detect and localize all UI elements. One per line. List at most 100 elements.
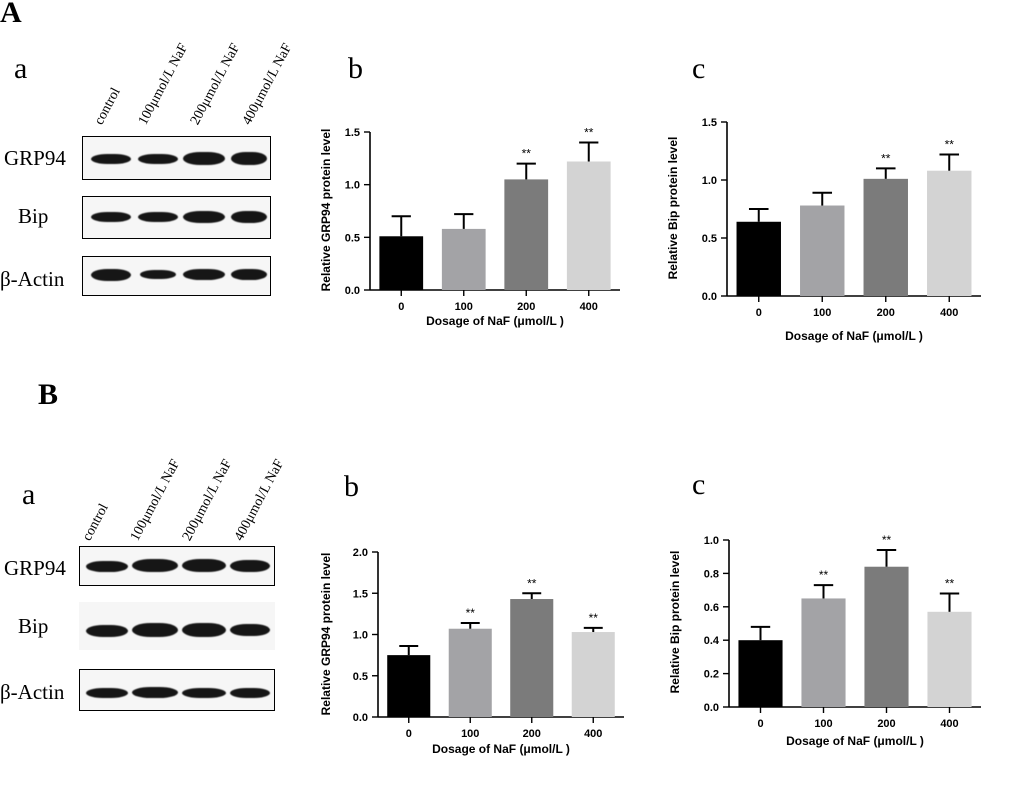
band <box>138 154 178 164</box>
bar <box>927 170 972 296</box>
bar <box>800 205 845 296</box>
panel-label-b-a: a <box>22 478 36 511</box>
band <box>231 269 267 280</box>
significance-label: ** <box>882 533 892 547</box>
band <box>230 624 270 636</box>
bar <box>566 161 611 290</box>
western-blot-beta-actin <box>79 669 275 711</box>
bar <box>571 632 615 717</box>
western-blot-bip <box>79 602 275 650</box>
band <box>86 625 128 637</box>
y-tick-label: 0.5 <box>702 233 717 245</box>
x-axis-title: Dosage of NaF (μmol/L ) <box>432 742 570 756</box>
bar <box>510 599 554 717</box>
y-axis-title: Relative Bip protein level <box>668 551 682 694</box>
y-tick-label: 0.0 <box>704 702 719 714</box>
y-tick-label: 0.0 <box>345 285 360 297</box>
x-axis-title: Dosage of NaF (μmol/L ) <box>426 314 564 328</box>
western-blot-grp94 <box>82 136 271 180</box>
significance-label: ** <box>584 126 594 140</box>
bar <box>738 640 783 707</box>
x-tick-label: 100 <box>814 718 832 730</box>
blot-label-bip: Bip <box>18 614 49 638</box>
bar <box>863 178 908 296</box>
y-tick-label: 0.0 <box>702 291 717 303</box>
band <box>91 154 131 164</box>
bar <box>504 179 549 290</box>
x-tick-label: 0 <box>756 307 762 319</box>
y-axis-title: Relative GRP94 protein level <box>319 553 333 716</box>
band <box>182 688 226 698</box>
band <box>183 152 225 165</box>
x-tick-label: 200 <box>517 301 535 313</box>
y-tick-label: 1.0 <box>345 180 360 192</box>
x-tick-label: 200 <box>877 718 895 730</box>
bar <box>441 228 486 290</box>
western-blot-grp94 <box>79 546 275 586</box>
x-tick-label: 200 <box>523 728 541 740</box>
significance-label: ** <box>819 568 829 582</box>
y-axis-title: Relative Bip protein level <box>666 137 680 280</box>
band <box>91 269 131 281</box>
blot-label-grp94: GRP94 <box>4 146 66 170</box>
band <box>86 561 128 572</box>
bar <box>736 221 781 296</box>
panel-label-b-c: c <box>692 468 706 501</box>
band <box>91 212 131 222</box>
panel-label-a-b: b <box>348 52 363 85</box>
y-tick-label: 0.2 <box>704 669 719 681</box>
significance-label: ** <box>945 137 955 151</box>
band <box>183 211 225 223</box>
band <box>231 152 267 165</box>
band <box>132 623 178 637</box>
x-axis-title: Dosage of NaF (μmol/L ) <box>785 329 923 343</box>
band <box>183 269 225 280</box>
significance-label: ** <box>945 576 955 590</box>
significance-label: ** <box>466 606 476 620</box>
blot-label-beta-actin: β-Actin <box>0 267 65 291</box>
y-tick-label: 1.0 <box>702 175 717 187</box>
blot-label-beta-actin: β-Actin <box>0 680 65 704</box>
y-tick-label: 1.5 <box>702 117 717 129</box>
band <box>231 211 267 223</box>
x-tick-label: 100 <box>813 307 831 319</box>
y-tick-label: 0.6 <box>704 602 719 614</box>
bar <box>801 598 846 707</box>
band <box>182 623 226 637</box>
section-label-b: B <box>38 378 59 411</box>
band <box>230 560 270 572</box>
panel-label-b-b: b <box>344 470 359 503</box>
x-axis-title: Dosage of NaF (μmol/L ) <box>786 734 924 748</box>
y-tick-label: 0.5 <box>345 232 360 244</box>
y-tick-label: 2.0 <box>353 547 368 559</box>
bar <box>864 566 909 707</box>
blot-label-bip: Bip <box>18 204 49 228</box>
band <box>230 688 270 698</box>
band <box>132 687 178 698</box>
bar <box>379 236 424 290</box>
band <box>140 270 176 279</box>
y-tick-label: 1.0 <box>353 630 368 642</box>
significance-label: ** <box>522 147 532 161</box>
bar <box>448 628 492 717</box>
y-tick-label: 1.0 <box>704 535 719 547</box>
x-tick-label: 0 <box>406 728 412 740</box>
y-tick-label: 1.5 <box>345 127 360 139</box>
x-tick-label: 0 <box>757 718 763 730</box>
x-tick-label: 400 <box>940 307 958 319</box>
band <box>132 559 178 572</box>
x-tick-label: 200 <box>877 307 895 319</box>
significance-label: ** <box>527 576 537 590</box>
x-tick-label: 400 <box>580 301 598 313</box>
y-tick-label: 0.5 <box>353 671 368 683</box>
section-label-a: A <box>0 0 22 29</box>
bar <box>387 655 431 717</box>
western-blot-beta-actin <box>82 256 271 296</box>
y-tick-label: 1.5 <box>353 588 368 600</box>
panel-label-a-c: c <box>692 52 706 85</box>
y-tick-label: 0.0 <box>353 712 368 724</box>
band <box>138 212 178 222</box>
x-tick-label: 100 <box>455 301 473 313</box>
y-tick-label: 0.8 <box>704 568 719 580</box>
